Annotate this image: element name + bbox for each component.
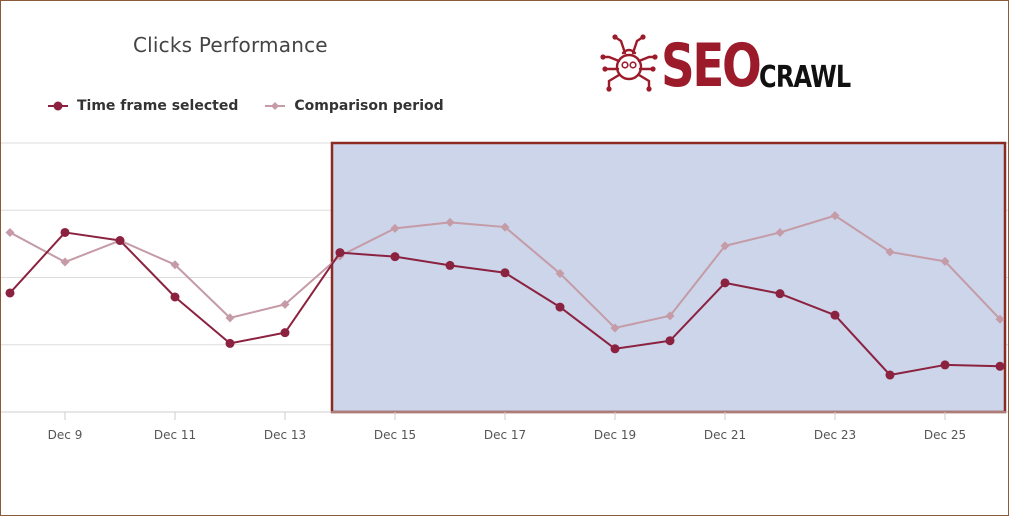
x-axis-ticks: Dec 9 Dec 11 Dec 13 Dec 15 Dec 17 Dec 19 Dec 2… [48, 412, 966, 442]
data-point[interactable] [995, 361, 1005, 371]
x-tick-label: Dec 9 [48, 428, 83, 442]
data-point[interactable] [445, 260, 455, 270]
logo-text-crawl: CRAWL [759, 60, 851, 95]
x-tick-label: Dec 17 [484, 428, 526, 442]
chart-title: Clicks Performance [133, 33, 328, 57]
x-tick-label: Dec 21 [704, 428, 746, 442]
data-point[interactable] [445, 217, 455, 227]
legend-label-comparison: Comparison period [294, 98, 444, 114]
data-point[interactable] [170, 260, 180, 270]
data-point[interactable] [335, 248, 345, 258]
legend-item-selected[interactable]: Time frame selected [47, 98, 238, 114]
data-point[interactable] [500, 268, 510, 278]
series-selected [5, 227, 1005, 380]
highlight-region [330, 141, 1007, 414]
data-point[interactable] [830, 310, 840, 320]
x-tick-label: Dec 25 [924, 428, 966, 442]
data-point[interactable] [60, 227, 70, 237]
data-point[interactable] [5, 227, 15, 237]
chart-legend: Time frame selected Comparison period [47, 98, 444, 114]
data-point[interactable] [610, 323, 620, 333]
x-tick-label: Dec 19 [594, 428, 636, 442]
data-point[interactable] [885, 247, 895, 257]
legend-label-selected: Time frame selected [77, 98, 239, 114]
data-point[interactable] [665, 311, 675, 321]
logo-text-seo: SEO [661, 31, 762, 101]
data-point[interactable] [390, 252, 400, 262]
data-point[interactable] [775, 289, 785, 299]
data-point[interactable] [225, 313, 235, 323]
data-point[interactable] [995, 314, 1005, 324]
data-point[interactable] [115, 236, 125, 246]
data-point[interactable] [555, 268, 565, 278]
data-point[interactable] [665, 336, 675, 346]
legend-diamond-marker-icon [265, 102, 286, 110]
data-point[interactable] [390, 223, 400, 233]
legend-circle-marker-icon [48, 101, 68, 111]
data-point[interactable] [830, 211, 840, 221]
x-tick-label: Dec 13 [264, 428, 306, 442]
x-tick-label: Dec 11 [154, 428, 196, 442]
data-point[interactable] [5, 288, 15, 298]
data-point[interactable] [170, 292, 180, 302]
data-point[interactable] [280, 328, 290, 338]
spider-circuit-icon [600, 34, 658, 92]
data-point[interactable] [940, 360, 950, 370]
data-point[interactable] [720, 278, 730, 288]
data-point[interactable] [555, 302, 565, 312]
x-tick-label: Dec 15 [374, 428, 416, 442]
data-point[interactable] [225, 338, 235, 348]
data-point[interactable] [775, 227, 785, 237]
seocrawl-logo: SEO CRAWL [597, 31, 873, 101]
data-point[interactable] [280, 299, 290, 309]
x-tick-label: Dec 23 [814, 428, 856, 442]
data-point[interactable] [60, 257, 70, 267]
data-point[interactable] [885, 370, 895, 380]
legend-item-comparison[interactable]: Comparison period [264, 98, 444, 114]
data-point[interactable] [720, 241, 730, 251]
series-layer [5, 211, 1005, 380]
data-point[interactable] [940, 256, 950, 266]
data-point[interactable] [610, 344, 620, 354]
data-point[interactable] [500, 222, 510, 232]
